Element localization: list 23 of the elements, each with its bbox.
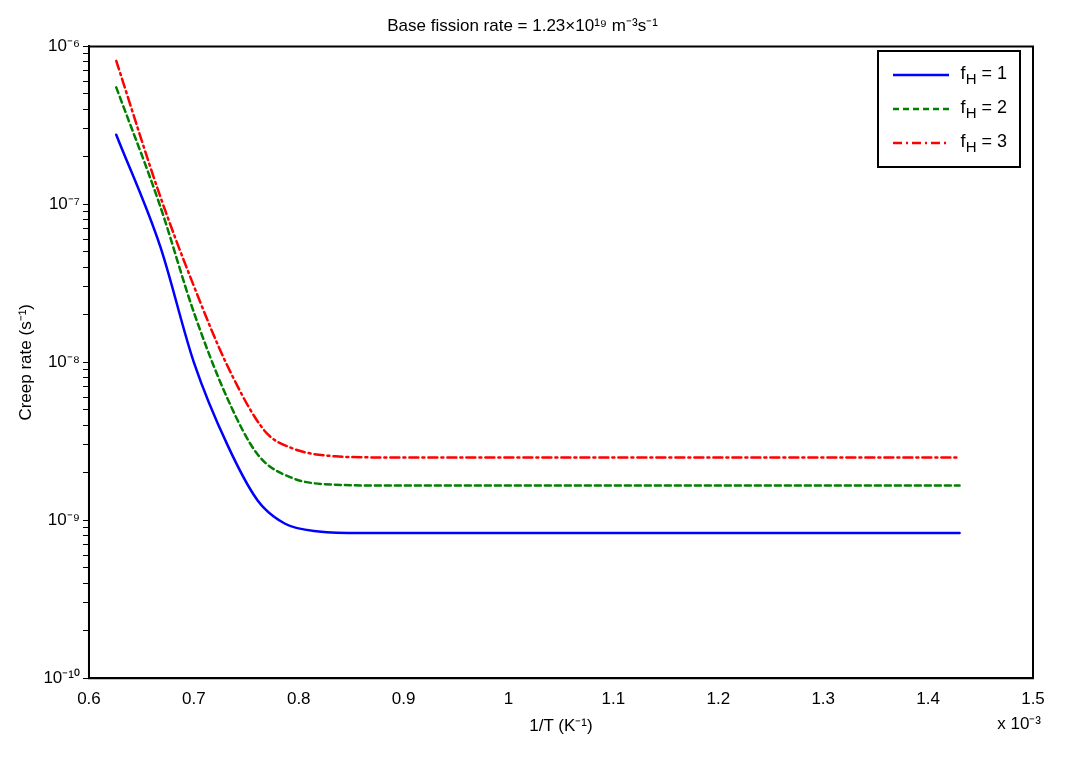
y-tick-label: 10⁻⁸ <box>47 351 80 371</box>
x-tick-label: 1.1 <box>601 689 626 709</box>
y-axis-title: Creep rate (s⁻¹) <box>15 304 35 421</box>
text: x 10⁻³ <box>997 714 1042 734</box>
x-axis-title: 1/T (K⁻¹) <box>529 716 593 736</box>
legend-label: f$_{H}$ = 3 <box>960 131 1007 155</box>
x-tick-label: 1.4 <box>916 689 940 709</box>
x-tick-label: 1 <box>503 689 514 709</box>
x-tick-label: 0.8 <box>286 689 311 709</box>
x-tick-label: 0.7 <box>182 689 206 709</box>
y-tick-label: 10⁻⁶ <box>48 36 80 56</box>
legend-label: f$_{H}$ = 2 <box>960 97 1007 121</box>
chart-title: Base fission rate = 1.23×10¹⁹ m⁻³s⁻¹ <box>387 15 659 35</box>
y-tick-label: 10⁻⁹ <box>47 509 80 529</box>
x-tick-label: 1.3 <box>811 689 836 709</box>
x-tick-label: 1.2 <box>706 689 731 709</box>
x-tick-label: 1.5 <box>1021 689 1045 709</box>
line-series <box>114 133 961 535</box>
legend-label: f$_{H}$ = 1 <box>960 63 1007 87</box>
x-tick-label: 0.9 <box>391 689 416 709</box>
x-tick-label: 0.6 <box>77 689 101 709</box>
y-tick-label: 10⁻⁷ <box>48 194 80 214</box>
y-tick-label: 10⁻¹⁰ <box>43 667 80 687</box>
